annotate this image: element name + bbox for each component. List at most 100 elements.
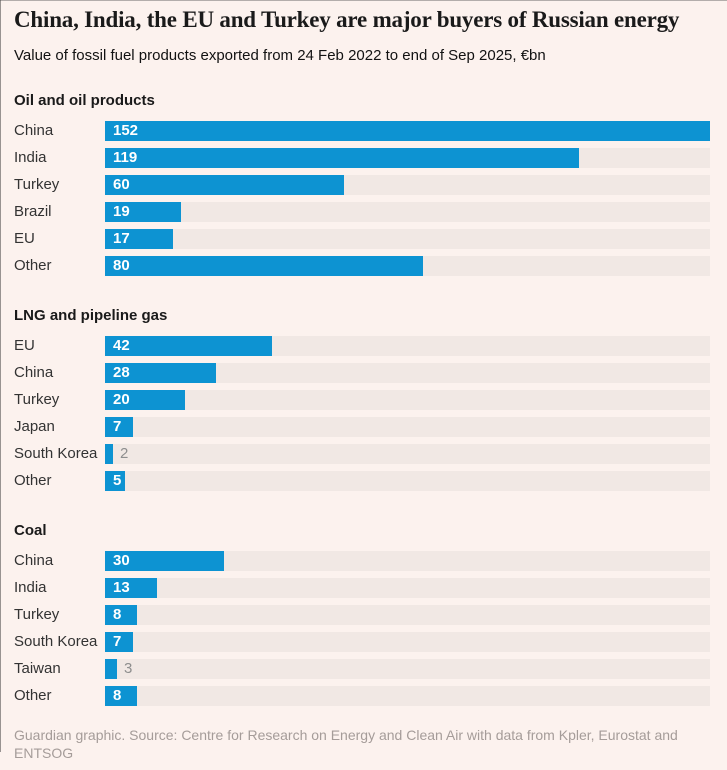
value-label: 5	[113, 472, 122, 489]
bar: 5	[105, 471, 125, 491]
category-label: Other	[14, 687, 52, 704]
chart-body: Oil and oil products China 152 India 119 Turk…	[14, 93, 710, 706]
value-label: 60	[113, 176, 130, 193]
category-label: Other	[14, 472, 52, 489]
bar-track: 28	[105, 363, 710, 383]
bar-track: 13	[105, 578, 710, 598]
value-label: 7	[113, 418, 122, 435]
category-label: South Korea	[14, 445, 98, 462]
bar-row-turkey: Turkey 8	[14, 605, 710, 625]
bar-track: 60	[105, 175, 710, 195]
value-label: 2	[119, 445, 129, 462]
bar: 119	[105, 148, 579, 168]
chart-subtitle: Value of fossil fuel products exported f…	[14, 47, 546, 64]
bar: 7	[105, 417, 133, 437]
bar-track: 19	[105, 202, 710, 222]
bar	[105, 444, 113, 464]
bar-track: 7	[105, 632, 710, 652]
bar: 17	[105, 229, 173, 249]
bar-track: 42	[105, 336, 710, 356]
bar-row-eu: EU 17	[14, 229, 710, 249]
value-label: 20	[113, 391, 130, 408]
bar: 13	[105, 578, 157, 598]
bar-row-south-korea: South Korea 2	[14, 444, 710, 464]
bar-row-china: China 30	[14, 551, 710, 571]
value-label: 19	[113, 203, 130, 220]
bar-track: 8	[105, 686, 710, 706]
bar: 30	[105, 551, 225, 571]
chart-section-lng-and-pipeline-gas: LNG and pipeline gas EU 42 China 28 Turkey 20 J…	[14, 308, 710, 491]
bar: 80	[105, 256, 424, 276]
bar-row-china: China 152	[14, 121, 710, 141]
bar	[105, 659, 117, 679]
bar-row-other: Other 8	[14, 686, 710, 706]
value-label: 17	[113, 230, 130, 247]
bar-row-other: Other 80	[14, 256, 710, 276]
value-label: 7	[113, 633, 122, 650]
bar-row-turkey: Turkey 60	[14, 175, 710, 195]
value-label: 13	[113, 579, 130, 596]
value-label: 30	[113, 552, 130, 569]
category-label: India	[14, 579, 47, 596]
bar-track: 152	[105, 121, 710, 141]
bar: 60	[105, 175, 344, 195]
bar-row-other: Other 5	[14, 471, 710, 491]
bar-track: 17	[105, 229, 710, 249]
chart-section-oil-and-oil-products: Oil and oil products China 152 India 119 Turk…	[14, 93, 710, 276]
category-label: Japan	[14, 418, 55, 435]
category-label: China	[14, 552, 54, 569]
category-label: India	[14, 149, 47, 166]
bar: 8	[105, 686, 137, 706]
value-label: 8	[113, 687, 122, 704]
bar-row-india: India 119	[14, 148, 710, 168]
category-label: China	[14, 364, 54, 381]
value-label: 119	[113, 149, 138, 166]
bar-track: 20	[105, 390, 710, 410]
chart-title: China, India, the EU and Turkey are majo…	[14, 7, 680, 32]
value-label: 80	[113, 257, 130, 274]
bar-track: 119	[105, 148, 710, 168]
category-label: Turkey	[14, 391, 60, 408]
category-label: Turkey	[14, 606, 60, 623]
category-label: China	[14, 122, 54, 139]
value-label: 3	[123, 660, 133, 677]
chart-section-coal: Coal China 30 India 13 Turkey 8 South Korea 7 Tai…	[14, 523, 710, 706]
bar-track: 80	[105, 256, 710, 276]
bar-row-japan: Japan 7	[14, 417, 710, 437]
bar: 20	[105, 390, 185, 410]
bar-track: 2	[105, 444, 710, 464]
bar-row-india: India 13	[14, 578, 710, 598]
bar: 7	[105, 632, 133, 652]
bar-row-china: China 28	[14, 363, 710, 383]
section-heading: LNG and pipeline gas	[14, 307, 168, 324]
category-label: Taiwan	[14, 660, 61, 677]
bar-row-brazil: Brazil 19	[14, 202, 710, 222]
value-label: 42	[113, 337, 130, 354]
value-label: 8	[113, 606, 122, 623]
bar: 42	[105, 336, 273, 356]
category-label: South Korea	[14, 633, 98, 650]
category-label: Brazil	[14, 203, 52, 220]
bar-row-turkey: Turkey 20	[14, 390, 710, 410]
bar: 152	[105, 121, 710, 141]
bar-row-eu: EU 42	[14, 336, 710, 356]
category-label: Other	[14, 257, 52, 274]
category-label: Turkey	[14, 176, 60, 193]
bar-track: 8	[105, 605, 710, 625]
bar: 8	[105, 605, 137, 625]
bar: 28	[105, 363, 217, 383]
bar-track: 5	[105, 471, 710, 491]
category-label: EU	[14, 230, 35, 247]
bar-track: 30	[105, 551, 710, 571]
bar-row-south-korea: South Korea 7	[14, 632, 710, 652]
source-note: Guardian graphic. Source: Centre for Res…	[14, 727, 678, 761]
value-label: 28	[113, 364, 130, 381]
section-heading: Oil and oil products	[14, 92, 155, 109]
bar: 19	[105, 202, 181, 222]
bar-row-taiwan: Taiwan 3	[14, 659, 710, 679]
value-label: 152	[113, 122, 139, 139]
section-heading: Coal	[14, 522, 47, 539]
bar-track: 3	[105, 659, 710, 679]
category-label: EU	[14, 337, 35, 354]
